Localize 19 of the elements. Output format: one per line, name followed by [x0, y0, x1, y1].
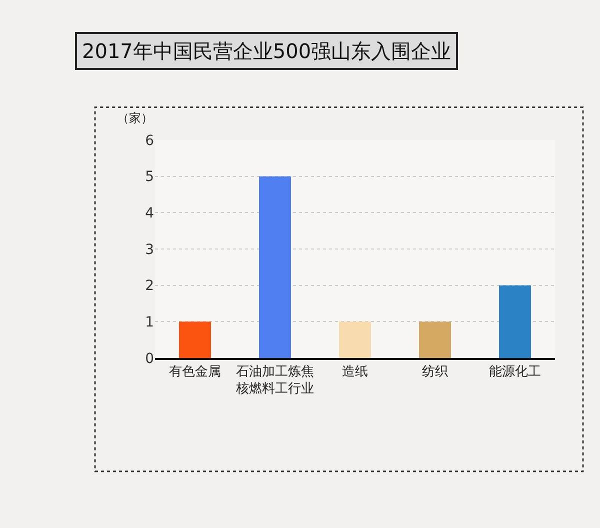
- bar: [339, 322, 371, 358]
- y-tick-label: 1: [145, 314, 154, 331]
- x-tick-label: 能源化工: [489, 364, 541, 380]
- bar: [419, 322, 451, 358]
- y-axis-title: （家）: [117, 111, 153, 125]
- y-tick-label: 5: [145, 169, 154, 186]
- chart-title: 2017年中国民营企业500强山东入围企业: [82, 39, 452, 63]
- x-tick-label: 造纸: [342, 364, 368, 380]
- y-tick-label: 3: [145, 242, 154, 258]
- bar: [179, 322, 211, 358]
- y-tick-label: 0: [145, 350, 154, 367]
- y-tick-label: 6: [145, 132, 154, 149]
- bar: [259, 176, 291, 358]
- x-tick-label: 纺织: [422, 364, 448, 380]
- bar: [499, 285, 531, 358]
- x-tick-label: 有色金属: [169, 364, 221, 380]
- y-tick-label: 4: [145, 206, 154, 222]
- x-tick-label: 石油加工炼焦核燃料工行业: [235, 364, 314, 396]
- y-tick-label: 2: [145, 278, 154, 294]
